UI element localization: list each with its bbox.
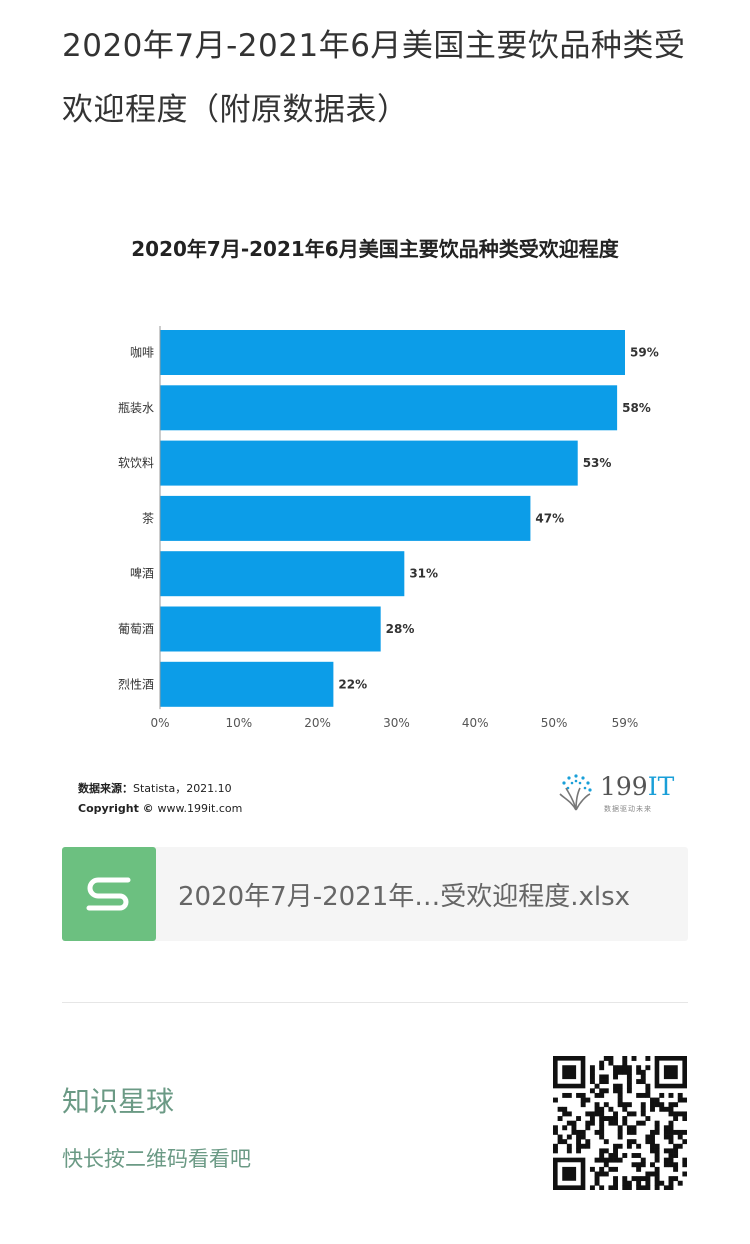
qr-code-icon[interactable] xyxy=(553,1056,687,1190)
chart-card: 2020年7月-2021年6月美国主要饮品种类受欢迎程度 咖啡 59% 瓶装水 58%… xyxy=(62,205,688,830)
brand-logo: 199IT 数据驱动未来 xyxy=(554,768,684,818)
bar xyxy=(160,385,618,431)
value-label: 31% xyxy=(409,567,438,581)
bar xyxy=(160,551,405,597)
planet-subtitle: 快长按二维码看看吧 xyxy=(62,1147,251,1171)
copyright-value: www.199it.com xyxy=(157,802,243,815)
value-label: 47% xyxy=(535,511,564,525)
bar xyxy=(160,661,334,707)
source-box: 数据来源：Statista，2021.10 Copyright © www.19… xyxy=(78,779,242,819)
value-label: 58% xyxy=(622,401,651,415)
x-tick-label: 50% xyxy=(541,716,568,730)
brand-name: 199IT xyxy=(600,772,674,801)
bar xyxy=(160,495,531,541)
x-tick-label: 30% xyxy=(383,716,410,730)
x-tick-label: 59% xyxy=(612,716,639,730)
x-tick-label: 20% xyxy=(304,716,331,730)
category-label: 烈性酒 xyxy=(118,677,154,691)
copyright-label: Copyright © xyxy=(78,802,154,815)
category-label: 葡萄酒 xyxy=(118,622,154,636)
source-value: Statista，2021.10 xyxy=(133,782,232,795)
x-tick-label: 0% xyxy=(150,716,169,730)
spreadsheet-s-icon xyxy=(62,847,156,941)
brand-slogan: 数据驱动未来 xyxy=(604,805,652,813)
category-label: 咖啡 xyxy=(130,345,154,360)
category-label: 茶 xyxy=(142,510,154,525)
source-label: 数据来源： xyxy=(78,782,133,795)
bar xyxy=(160,606,381,652)
bar xyxy=(160,440,578,486)
brand-name-it: IT xyxy=(647,772,675,801)
copyright-line: Copyright © www.199it.com xyxy=(78,799,242,819)
value-label: 53% xyxy=(583,456,612,470)
attachment-file-name: 2020年7月-2021年…受欢迎程度.xlsx xyxy=(178,881,631,912)
brand-name-num: 199 xyxy=(600,772,648,801)
page-title: 2020年7月-2021年6月美国主要饮品种类受欢迎程度（附原数据表） xyxy=(62,28,686,128)
planet-title: 知识星球 xyxy=(62,1085,175,1118)
category-label: 瓶装水 xyxy=(118,401,154,415)
value-label: 22% xyxy=(338,677,367,691)
chart-title: 2020年7月-2021年6月美国主要饮品种类受欢迎程度 xyxy=(131,237,619,261)
x-tick-label: 10% xyxy=(225,716,252,730)
source-line: 数据来源：Statista，2021.10 xyxy=(78,779,242,799)
x-tick-label: 40% xyxy=(462,716,489,730)
value-label: 28% xyxy=(386,622,415,636)
divider xyxy=(62,1002,688,1003)
attachment-file-card[interactable]: 2020年7月-2021年…受欢迎程度.xlsx xyxy=(62,847,688,941)
category-label: 啤酒 xyxy=(130,566,154,581)
s-letter-icon xyxy=(86,877,131,911)
bar-chart: 咖啡 59% 瓶装水 58% 软饮料 53% 茶 47% 啤酒 31% 葡萄酒 28% 烈性酒 22% 0%… xyxy=(118,326,659,730)
value-label: 59% xyxy=(630,346,659,360)
bar xyxy=(160,330,625,375)
category-label: 软饮料 xyxy=(118,456,154,470)
dandelion-logo-icon xyxy=(559,774,592,811)
